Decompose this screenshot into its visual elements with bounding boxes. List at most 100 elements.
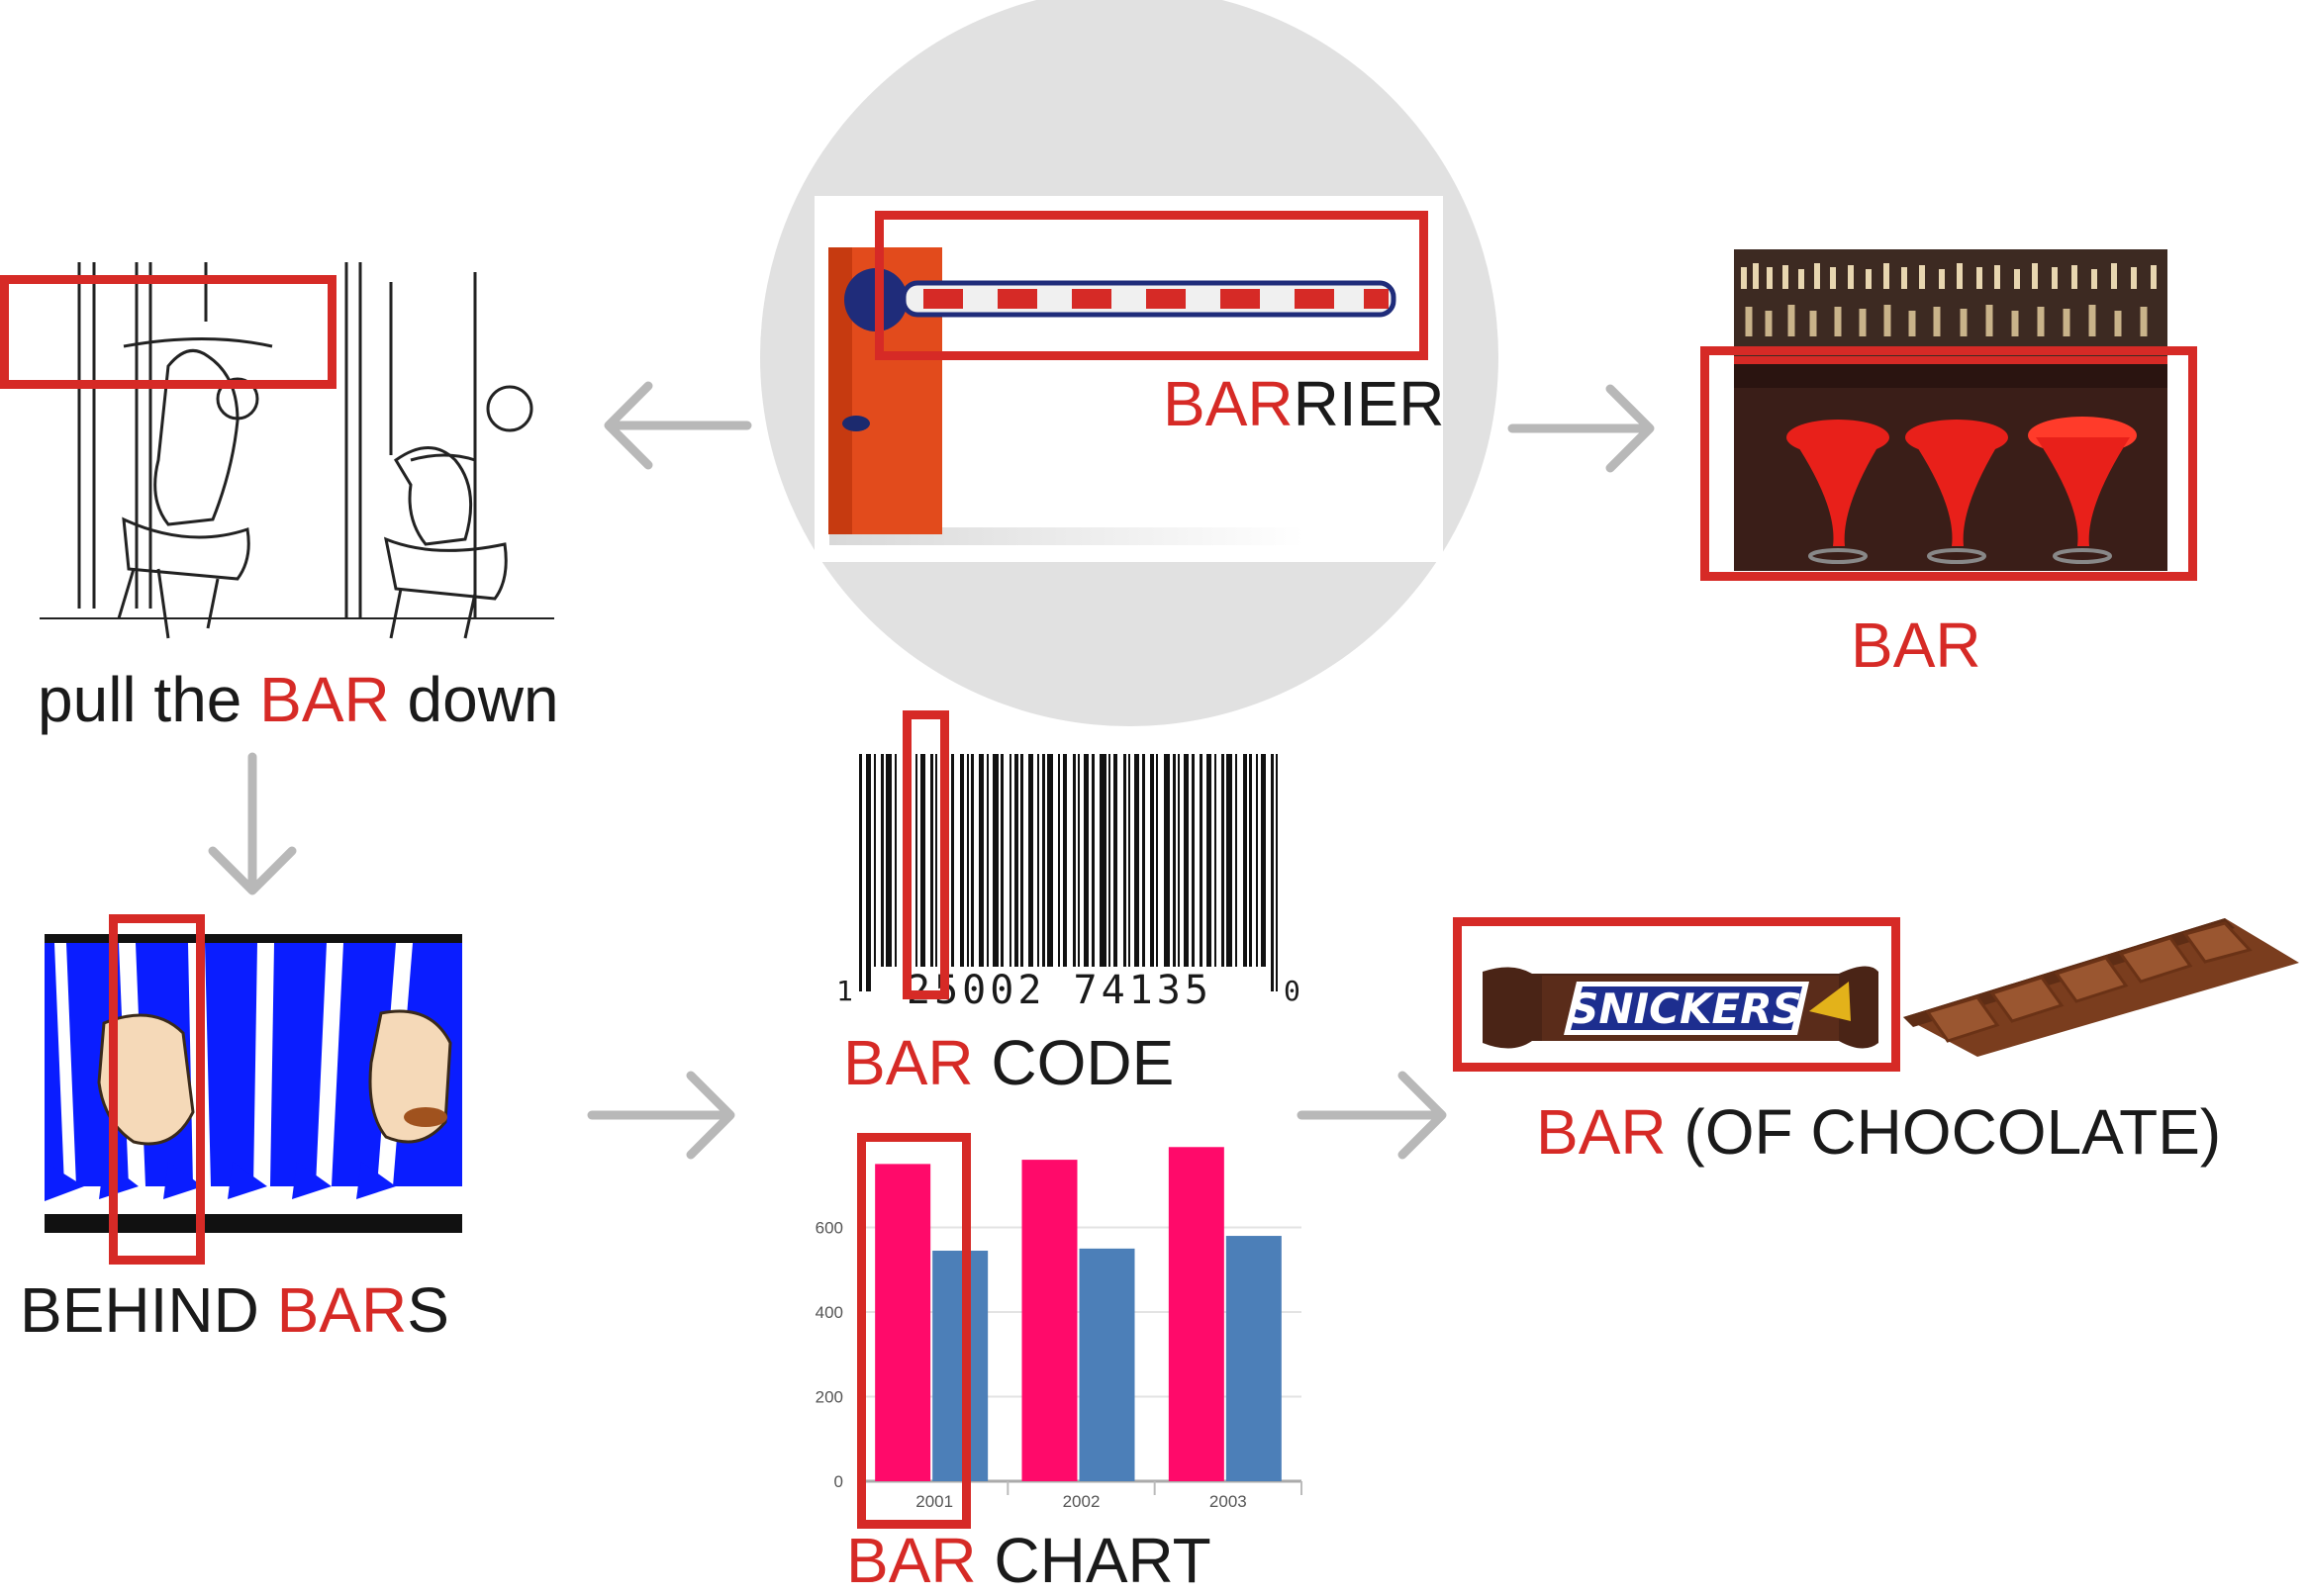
barcode-stripe	[1206, 754, 1211, 967]
barcode-label-black: CODE	[973, 1027, 1175, 1098]
barcode-stripe	[915, 754, 917, 967]
chocolate-label-black: (OF CHOCOLATE)	[1666, 1096, 2222, 1168]
barcode-stripe	[935, 754, 937, 967]
barcode-stripe	[1078, 754, 1080, 967]
barcode-stripe	[971, 754, 974, 967]
behind-bars-label-post: S	[407, 1274, 449, 1346]
chocolate-bar-image	[1898, 908, 2304, 1057]
barcode-stripe	[1020, 754, 1023, 967]
barcode-stripe	[1092, 754, 1095, 967]
chart-bar	[932, 1251, 989, 1481]
barcode-stripe	[993, 754, 999, 967]
barcode-stripe	[960, 754, 964, 967]
chocolate-label: BAR (OF CHOCOLATE)	[1536, 1100, 2221, 1164]
jail-highlight-box	[109, 914, 205, 1265]
snickers-brand-text: SNICKERS	[1569, 985, 1802, 1033]
barcode-stripe	[1014, 754, 1018, 967]
barcode-stripe	[1249, 754, 1252, 967]
barcode-stripe	[1150, 754, 1154, 967]
pulldown-highlight-box	[0, 275, 336, 389]
barcode-stripe	[881, 754, 884, 967]
barcode-stripe	[967, 754, 969, 967]
barrier-label-red: BAR	[1163, 368, 1294, 439]
barcode-stripe	[1192, 754, 1195, 967]
barcode-stripe	[866, 754, 871, 991]
chart-ytick-label: 400	[816, 1303, 843, 1322]
barcode-stripe	[859, 754, 862, 991]
barcode-stripe	[1276, 754, 1278, 991]
arrow-right-icon	[587, 1071, 735, 1160]
barcode-stripe	[895, 754, 897, 967]
barcode-stripe	[1063, 754, 1067, 967]
chart-ytick-label: 200	[816, 1388, 843, 1407]
barcode-stripe	[987, 754, 989, 967]
barcode-stripe	[1134, 754, 1139, 967]
barcode-label: BAR CODE	[843, 1031, 1174, 1094]
barcode-digit-right: 0	[1284, 975, 1300, 1007]
barcode-stripe	[1235, 754, 1237, 967]
pulldown-label: pull the BAR down	[38, 668, 559, 731]
barcode-stripe	[1009, 754, 1011, 967]
barrier-label-black: RIER	[1293, 368, 1445, 439]
behind-bars-label: BEHIND BARS	[20, 1278, 449, 1342]
barcode-stripe	[1042, 754, 1045, 967]
barcode-stripe	[920, 754, 925, 967]
pub-bar-highlight-box	[1700, 346, 2197, 581]
barrier-highlight-box	[875, 211, 1428, 360]
chart-xtick-label: 2002	[1063, 1492, 1101, 1511]
chart-bar	[1225, 1236, 1282, 1481]
barcode-stripe	[1178, 754, 1180, 967]
chart-bar	[1079, 1248, 1135, 1481]
barcode-stripe	[1164, 754, 1170, 967]
chart-bar	[875, 1164, 931, 1481]
arrow-right-icon	[1297, 1071, 1447, 1160]
barcode-stripe	[1058, 754, 1060, 967]
barcode-stripe	[1084, 754, 1089, 967]
barcode-stripe	[1108, 754, 1110, 967]
barcode-digit-left: 1	[836, 975, 853, 1007]
chart-bar	[1021, 1160, 1078, 1481]
barcode-stripe	[1200, 754, 1202, 967]
barcode-stripe	[1173, 754, 1176, 967]
barcode-stripe	[1047, 754, 1053, 967]
barchart-label-black: CHART	[976, 1525, 1211, 1596]
barcode-stripe	[1184, 754, 1189, 967]
barcode-stripe	[1073, 754, 1076, 967]
barcode-stripe	[1142, 754, 1145, 967]
barcode-stripe	[1028, 754, 1033, 967]
pulldown-label-post: down	[389, 664, 559, 735]
barcode-stripe	[1128, 754, 1130, 967]
arrow-down-icon	[208, 752, 297, 895]
barcode-label-red: BAR	[843, 1027, 974, 1098]
barcode-stripe	[1271, 754, 1274, 991]
chart-xtick-label: 2003	[1209, 1492, 1247, 1511]
pub-bar-label: BAR	[1851, 610, 1981, 681]
barrier-label: BARRIER	[1163, 372, 1445, 435]
arrow-right-icon	[1507, 384, 1655, 473]
barchart-highlight-box	[857, 1133, 971, 1529]
barcode-stripe	[1123, 754, 1126, 967]
snickers-image: SNICKERS	[1483, 952, 1878, 1061]
barcode-stripe	[1261, 754, 1266, 967]
pulldown-label-pre: pull the	[38, 664, 260, 735]
pulldown-label-red: BAR	[259, 664, 390, 735]
arrow-left-icon	[604, 381, 752, 470]
barcode-stripe	[886, 754, 892, 967]
chart-bar	[1168, 1147, 1224, 1481]
lat-pulldown-image	[40, 262, 554, 648]
barcode-stripe	[1037, 754, 1039, 967]
barchart-label: BAR CHART	[846, 1529, 1211, 1592]
barrier-image	[815, 196, 1443, 562]
barcode-stripe	[874, 754, 876, 967]
barcode-stripe	[951, 754, 954, 967]
chocolate-highlight-box	[1453, 917, 1900, 1072]
chart-xtick-label: 2001	[915, 1492, 953, 1511]
barcode-digits: 25002 74135	[903, 968, 1216, 1013]
barcode-highlight-box	[903, 710, 949, 999]
chart-ytick-label: 600	[816, 1219, 843, 1238]
barcode-stripe	[1001, 754, 1004, 967]
barcode-stripe	[1156, 754, 1158, 967]
barcode-stripe	[1100, 754, 1106, 967]
